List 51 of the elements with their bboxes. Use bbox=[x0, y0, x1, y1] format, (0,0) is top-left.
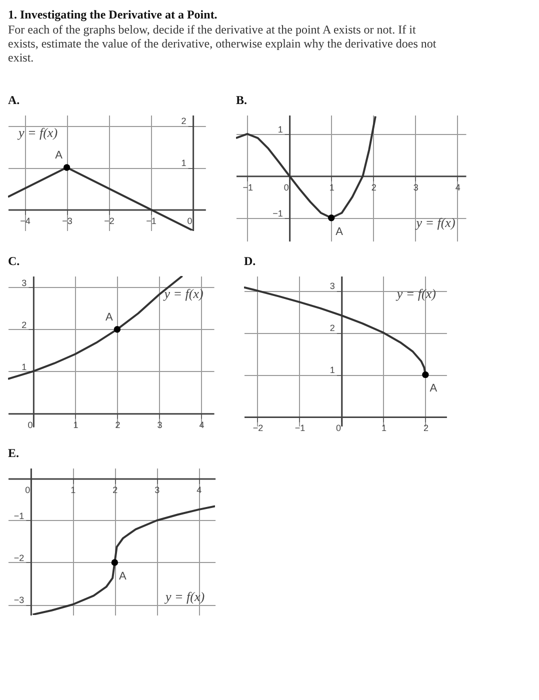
x-tick-label: 3 bbox=[157, 420, 162, 430]
x-tick-label: 3 bbox=[154, 485, 160, 495]
annotation: y = f(x) bbox=[394, 286, 436, 301]
x-tick-label: 1 bbox=[381, 423, 386, 434]
x-tick-label: −1 bbox=[146, 216, 156, 226]
y-tick-label: −3 bbox=[14, 595, 24, 605]
x-tick-label: 2 bbox=[115, 420, 120, 430]
annotation: A bbox=[336, 226, 344, 238]
x-tick-label: 2 bbox=[112, 485, 118, 495]
chart-title: B. bbox=[236, 93, 248, 107]
x-tick-label: −3 bbox=[62, 216, 72, 226]
x-tick-label: −4 bbox=[20, 216, 30, 226]
y-tick-label: 2 bbox=[330, 323, 335, 334]
x-tick-label: 3 bbox=[413, 182, 418, 192]
x-tick-label: 4 bbox=[196, 485, 202, 495]
y-tick-label: 3 bbox=[330, 281, 335, 292]
annotation: y = f(x) bbox=[162, 286, 204, 301]
chart-title: C. bbox=[8, 254, 20, 268]
annotation: A bbox=[106, 311, 114, 324]
x-tick-label: 1 bbox=[70, 485, 76, 495]
x-tick-label: 0 bbox=[187, 216, 192, 226]
y-tick-label: 1 bbox=[22, 362, 27, 372]
x-tick-label: 0 bbox=[25, 485, 30, 495]
chart-title: E. bbox=[8, 446, 20, 460]
x-tick-label: −1 bbox=[242, 182, 253, 192]
annotation: A bbox=[55, 150, 64, 162]
annotation: y = f(x) bbox=[414, 215, 456, 230]
text: For each of the graphs below, decide if the derivative at the point A exists or not. If it exists, estimate the value of the derivative, otherwise explain why the derivative does not exist. bbox=[8, 22, 437, 64]
chart-title: D. bbox=[244, 254, 256, 268]
annotation: A bbox=[430, 382, 438, 395]
x-tick-label: 1 bbox=[73, 420, 78, 430]
chart-title: A. bbox=[8, 93, 20, 107]
x-tick-label: 0 bbox=[28, 420, 33, 430]
y-tick-label: 1 bbox=[330, 365, 335, 376]
x-tick-label: 0 bbox=[284, 182, 289, 192]
annotation: A bbox=[119, 570, 128, 582]
x-tick-label: −2 bbox=[104, 216, 114, 226]
text: 1. Investigating the Derivative at a Point. bbox=[8, 8, 218, 22]
x-tick-label: −1 bbox=[294, 423, 306, 434]
x-tick-label: −2 bbox=[252, 423, 264, 434]
y-tick-label: −2 bbox=[14, 553, 24, 563]
x-tick-label: 2 bbox=[371, 182, 376, 192]
annotation: y = f(x) bbox=[16, 125, 58, 140]
x-tick-label: 4 bbox=[455, 182, 460, 192]
y-tick-label: 3 bbox=[22, 278, 27, 288]
y-tick-label: 2 bbox=[22, 320, 27, 330]
x-tick-label: 4 bbox=[199, 420, 204, 430]
annotation: y = f(x) bbox=[164, 589, 205, 604]
y-tick-label: −1 bbox=[14, 511, 24, 521]
x-tick-label: 0 bbox=[336, 423, 341, 434]
x-tick-label: 2 bbox=[423, 423, 428, 434]
